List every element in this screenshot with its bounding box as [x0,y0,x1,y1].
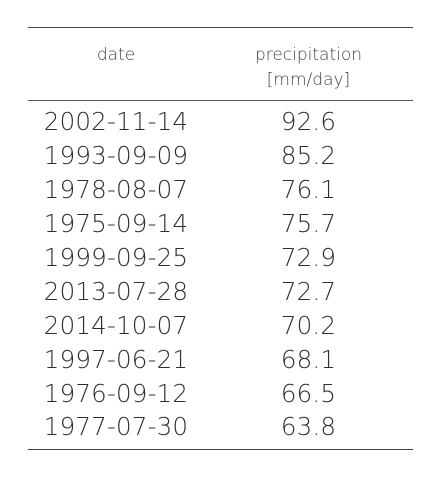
table-row: 2013-07-28 72.7 [28,274,413,308]
header-precipitation-label: precipitation [254,45,363,65]
table-row: 1993-09-09 85.2 [28,139,413,173]
precipitation-cell: 75.7 [280,209,337,239]
date-cell: 1999-09-25 [43,243,189,272]
precipitation-cell: 68.1 [280,344,337,374]
date-cell: 2013-07-28 [43,276,189,306]
date-cell: 1975-09-14 [43,209,189,239]
date-cell: 1997-06-21 [43,344,189,374]
date-cell: 2014-10-07 [43,310,189,340]
table-row: 2014-10-07 70.2 [28,308,413,342]
table-row: 2002-11-14 92.6 [28,105,413,139]
precipitation-cell: 72.9 [280,243,337,272]
date-cell: 1976-09-12 [43,378,189,408]
precipitation-cell: 92.6 [280,107,337,137]
header-row: date precipitation [mm/day] [28,28,413,100]
table-row: 1976-09-12 66.5 [28,376,413,410]
table-body: 2002-11-14 92.6 1993-09-09 85.2 1978-08-… [28,101,413,449]
precipitation-cell: 72.7 [280,276,337,306]
header-precipitation: precipitation [mm/day] [204,28,413,93]
date-cell: 2002-11-14 [43,107,189,137]
header-precipitation-unit: [mm/day] [266,70,351,90]
date-cell: 1978-08-07 [43,175,189,205]
precipitation-cell: 66.5 [280,378,337,408]
precipitation-cell: 76.1 [280,175,337,205]
bottom-rule [28,448,413,450]
precipitation-cell: 85.2 [280,141,337,171]
header-rule [28,100,413,101]
precipitation-table: date precipitation [mm/day] 2002-11-14 9… [28,27,413,450]
header-date: date [96,45,136,65]
table-row: 1978-08-07 76.1 [28,173,413,207]
table-row: 1975-09-14 75.7 [28,207,413,241]
date-cell: 1993-09-09 [43,141,189,171]
table-row: 1977-07-30 63.8 [28,410,413,444]
table-row: 1999-09-25 72.9 [28,241,413,275]
precipitation-cell: 70.2 [280,310,337,340]
table-row: 1997-06-21 68.1 [28,342,413,376]
date-cell: 1977-07-30 [43,412,189,442]
precipitation-cell: 63.8 [280,412,337,442]
top-rule [28,27,413,28]
